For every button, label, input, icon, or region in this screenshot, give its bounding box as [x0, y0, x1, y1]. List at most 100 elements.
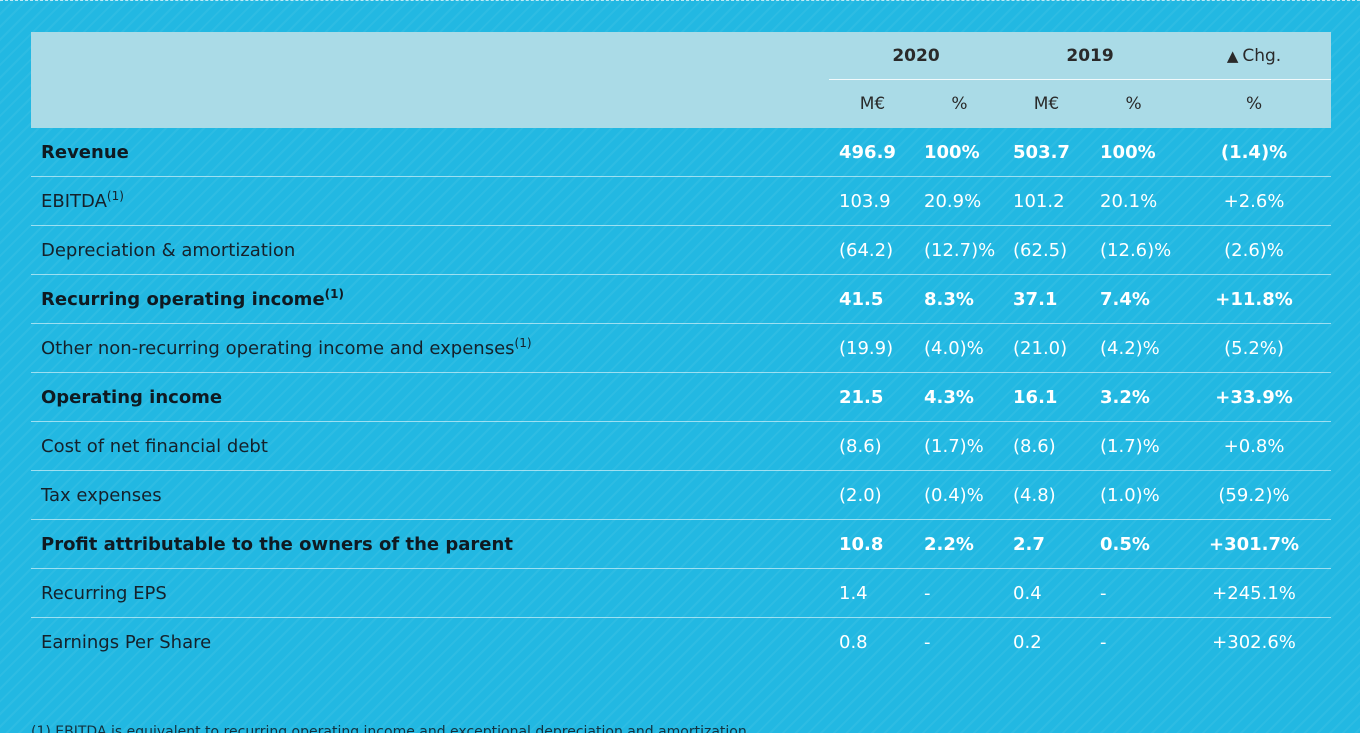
value-meur-2020: 21.5 [829, 372, 916, 422]
row-label: EBITDA(1) [31, 176, 829, 226]
value-pct-2019: (4.2)% [1090, 323, 1178, 373]
row-label: Revenue [31, 128, 829, 177]
table-row-depreciation: Depreciation & amortization (64.2) (12.7… [31, 225, 1332, 275]
table-row-ebitda: EBITDA(1) 103.9 20.9% 101.2 20.1% +2.6% [31, 176, 1332, 226]
table-row-cost-of-net-financial-debt: Cost of net financial debt (8.6) (1.7)% … [31, 421, 1332, 471]
value-meur-2020: 10.8 [829, 519, 916, 569]
row-label: Recurring EPS [31, 568, 829, 618]
value-meur-2019: 0.2 [1013, 631, 1042, 653]
row-label: Cost of net financial debt [31, 421, 829, 471]
value-meur-2019: 16.1 [1003, 372, 1091, 422]
income-statement-table: 2020 2019 ▲ Chg. M€ % M€ % % Revenue 496.… [31, 32, 1332, 667]
table-row-earnings-per-share: Earnings Per Share 0.8 - 0.2 - +302.6% [31, 618, 1331, 667]
row-label-text: Recurring EPS [41, 582, 167, 604]
value-pct-2019: - [1090, 568, 1178, 618]
value-meur-2020: 1.4 [829, 568, 916, 618]
value-pct-2020: 20.9% [916, 176, 1004, 226]
table-header: 2020 2019 ▲ Chg. M€ % M€ % % [31, 32, 1332, 128]
value-meur-2019: (62.5) [1003, 225, 1091, 275]
value-pct-2020: 4.3% [916, 372, 1004, 422]
top-dashed-border [0, 0, 1360, 1]
value-meur-2019: 37.1 [1003, 274, 1091, 324]
value-meur-2019: 503.7 [1003, 128, 1091, 177]
value-meur-2020: (8.6) [829, 421, 916, 471]
up-triangle-icon: ▲ [1226, 47, 1239, 65]
value-pct-2020: (4.0)% [916, 323, 1004, 373]
header-blank-cell [31, 32, 829, 80]
value-pct-2020: 2.2% [916, 519, 1004, 569]
value-pct-2019: 3.2% [1090, 372, 1178, 422]
value-change: +33.9% [1177, 372, 1332, 422]
row-label: Operating income [31, 372, 829, 422]
footnote-text: (1) EBITDA is equivalent to recurring op… [31, 724, 747, 733]
value-pct-2019: 7.4% [1090, 274, 1178, 324]
value-change: (1.4)% [1177, 128, 1332, 177]
value-meur-2020: 103.9 [829, 176, 916, 226]
row-label-text: Cost of net financial debt [41, 435, 268, 457]
income-statement-table-wrapper: 2020 2019 ▲ Chg. M€ % M€ % % Revenue 496.… [31, 32, 1332, 667]
value-pct-2019: (12.6)% [1090, 225, 1178, 275]
header-unit-pct-2020: % [951, 94, 968, 114]
value-change: +0.8% [1177, 421, 1332, 471]
footnote-marker: (1) [324, 286, 344, 301]
value-pct-2020: (12.7)% [916, 225, 1004, 275]
value-change: +302.6% [1212, 631, 1296, 653]
row-label-text: Profit attributable to the owners of the… [41, 533, 513, 555]
value-pct-2020: - [916, 568, 1004, 618]
row-label-text: Earnings Per Share [41, 631, 212, 653]
header-year-2019: 2019 [1003, 32, 1178, 80]
value-meur-2020: (19.9) [829, 323, 916, 373]
value-change: (2.6)% [1177, 225, 1332, 275]
value-meur-2020: (64.2) [829, 225, 916, 275]
value-pct-2020: - [924, 631, 931, 653]
header-unit-meur-2019: M€ [1033, 94, 1060, 114]
value-change: +2.6% [1177, 176, 1332, 226]
value-meur-2020: (2.0) [829, 470, 916, 520]
value-change: +245.1% [1177, 568, 1332, 618]
header-unit-row: M€ % M€ % % [31, 80, 1332, 128]
value-change: +11.8% [1177, 274, 1332, 324]
value-pct-2019: (1.7)% [1090, 421, 1178, 471]
value-meur-2019: (21.0) [1003, 323, 1091, 373]
row-label-text: Tax expenses [41, 484, 162, 506]
value-change: (5.2%) [1177, 323, 1332, 373]
table-row-other-non-recurring: Other non-recurring operating income and… [31, 323, 1332, 373]
value-pct-2019: 20.1% [1090, 176, 1178, 226]
value-pct-2019: (1.0)% [1090, 470, 1178, 520]
row-label: Profit attributable to the owners of the… [31, 519, 829, 569]
header-unit-meur-2020: M€ [859, 94, 886, 114]
row-label-text: Revenue [41, 141, 129, 163]
row-label-text: EBITDA [41, 190, 107, 212]
value-pct-2019: - [1100, 631, 1107, 653]
header-year-row: 2020 2019 ▲ Chg. [31, 32, 1332, 80]
table-body: Revenue 496.9 100% 503.7 100% (1.4)% EBI… [31, 128, 1332, 667]
table-row-operating-income: Operating income 21.5 4.3% 16.1 3.2% +33… [31, 372, 1332, 422]
table-row-profit-attributable: Profit attributable to the owners of the… [31, 519, 1332, 569]
header-year-2020: 2020 [829, 32, 1004, 80]
value-meur-2019: (8.6) [1003, 421, 1091, 471]
row-label: Earnings Per Share [31, 618, 829, 667]
value-change: (59.2)% [1177, 470, 1332, 520]
table-row-revenue: Revenue 496.9 100% 503.7 100% (1.4)% [31, 128, 1332, 177]
row-label: Recurring operating income(1) [31, 274, 829, 324]
value-pct-2020: 8.3% [916, 274, 1004, 324]
header-change: ▲ Chg. [1177, 32, 1332, 80]
row-label-text: Operating income [41, 386, 223, 408]
value-meur-2019: (4.8) [1003, 470, 1091, 520]
table-row-recurring-eps: Recurring EPS 1.4 - 0.4 - +245.1% [31, 568, 1332, 618]
value-meur-2019: 2.7 [1003, 519, 1091, 569]
row-label-text: Other non-recurring operating income and… [41, 337, 515, 359]
header-unit-pct-change: % [1245, 94, 1263, 114]
value-pct-2020: (0.4)% [916, 470, 1004, 520]
table-row-recurring-operating-income: Recurring operating income(1) 41.5 8.3% … [31, 274, 1332, 324]
value-meur-2019: 0.4 [1003, 568, 1091, 618]
value-pct-2019: 0.5% [1090, 519, 1178, 569]
row-label-text: Depreciation & amortization [41, 239, 296, 261]
header-change-label: Chg. [1242, 46, 1282, 66]
value-meur-2019: 101.2 [1003, 176, 1091, 226]
footnote-marker: (1) [514, 335, 532, 350]
row-label-text: Recurring operating income [41, 288, 325, 310]
row-label: Depreciation & amortization [31, 225, 829, 275]
value-pct-2019: 100% [1090, 128, 1178, 177]
value-meur-2020: 496.9 [829, 128, 916, 177]
